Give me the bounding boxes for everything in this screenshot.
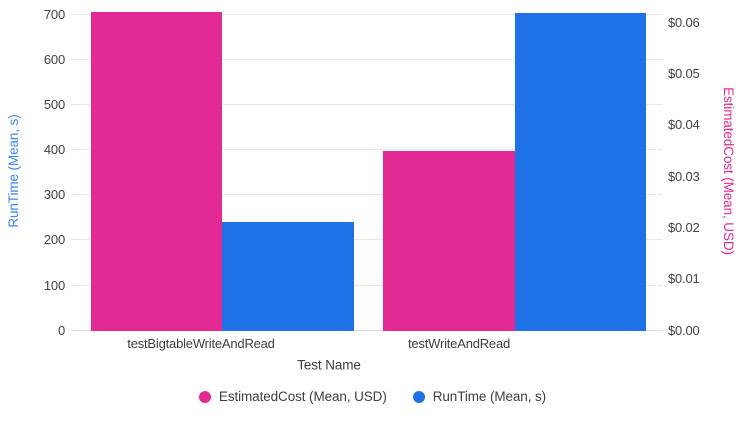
x-axis-title: Test Name (297, 357, 361, 373)
gridline (71, 239, 662, 241)
right-axis-tick-label: $0.06 (668, 14, 700, 30)
bar-testBigtableWriteAndRead-estimatedcost[interactable] (90, 12, 223, 331)
legend: EstimatedCost (Mean, USD) RunTime (Mean,… (0, 389, 745, 404)
category-label-testBigtableWriteAndRead: testBigtableWriteAndRead (127, 336, 275, 351)
gridline (71, 14, 662, 16)
gridline (71, 194, 662, 196)
estimatedcost-series-dot-icon (198, 390, 211, 403)
left-axis-tick-label: 100 (43, 277, 65, 293)
x-axis-baseline (71, 329, 662, 331)
left-axis-tick-label: 700 (43, 7, 65, 23)
bar-testBigtableWriteAndRead-runtime[interactable] (222, 221, 354, 331)
bar-testWriteAndRead-runtime[interactable] (514, 13, 647, 331)
legend-label-estimatedcost: EstimatedCost (Mean, USD) (218, 389, 387, 404)
right-axis-tick-label: $0.04 (668, 117, 700, 133)
legend-label-runtime: RunTime (Mean, s) (432, 389, 547, 404)
gridline (71, 59, 662, 61)
legend-item-estimatedcost[interactable]: EstimatedCost (Mean, USD) (198, 389, 387, 404)
right-axis-tick-label: $0.00 (668, 322, 700, 338)
left-axis-tick-label: 400 (43, 142, 65, 158)
gridline (71, 284, 662, 286)
left-axis-title: RunTime (Mean, s) (6, 114, 21, 228)
left-axis-tick-label: 300 (43, 187, 65, 203)
gridline (71, 104, 662, 106)
left-axis-tick-label: 200 (43, 232, 65, 248)
left-axis-tick-label: 0 (57, 322, 65, 338)
right-axis-tick-label: $0.03 (668, 168, 700, 184)
right-axis-tick-label: $0.01 (668, 271, 700, 287)
runtime-series-dot-icon (412, 390, 425, 403)
left-axis-tick-label: 500 (43, 97, 65, 113)
bar-testWriteAndRead-estimatedcost[interactable] (383, 150, 515, 331)
legend-item-runtime[interactable]: RunTime (Mean, s) (412, 389, 547, 404)
category-label-testWriteAndRead: testWriteAndRead (407, 336, 511, 351)
right-axis-tick-label: $0.05 (668, 66, 700, 81)
gridline (71, 149, 662, 151)
right-axis-tick-label: $0.02 (668, 219, 700, 235)
left-axis-tick-label: 600 (43, 52, 65, 68)
